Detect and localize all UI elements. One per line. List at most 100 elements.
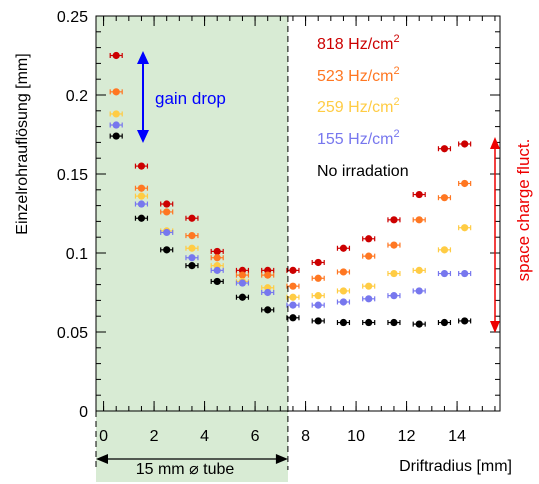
data-point bbox=[339, 268, 348, 276]
data-point bbox=[289, 282, 297, 290]
data-point bbox=[365, 282, 373, 290]
data-point bbox=[264, 271, 272, 279]
data-point bbox=[289, 293, 297, 301]
series-4 bbox=[109, 132, 472, 328]
data-point bbox=[415, 190, 423, 199]
legend-entry: 818 Hz/cm2 bbox=[317, 33, 400, 53]
y-tick-label: 0.1 bbox=[66, 246, 88, 263]
y-tick-label: 0.05 bbox=[57, 325, 88, 342]
arrow-head bbox=[137, 130, 149, 143]
legend-entry: 155 Hz/cm2 bbox=[317, 128, 400, 148]
data-point bbox=[112, 110, 120, 118]
legend-superscript: 2 bbox=[393, 128, 399, 140]
x-tick-label: 12 bbox=[398, 428, 416, 445]
data-point bbox=[461, 140, 469, 148]
x-tick-label: 8 bbox=[301, 428, 310, 445]
legend-superscript: 2 bbox=[393, 96, 399, 108]
x-axis-label: Driftradius [mm] bbox=[399, 458, 512, 475]
x-tick-label: 14 bbox=[448, 428, 466, 445]
data-point bbox=[137, 162, 146, 170]
series-0 bbox=[109, 51, 472, 274]
data-point bbox=[163, 208, 171, 216]
series-3 bbox=[109, 121, 472, 309]
data-point bbox=[188, 244, 196, 252]
tube-width-arrow bbox=[96, 454, 288, 464]
gain-drop-arrow bbox=[137, 51, 149, 143]
plot-border bbox=[95, 15, 501, 412]
data-point bbox=[289, 314, 297, 322]
x-tick-label: 10 bbox=[347, 428, 365, 445]
data-point bbox=[415, 320, 423, 328]
data-point bbox=[339, 298, 348, 306]
data-point bbox=[461, 317, 469, 325]
data-point bbox=[289, 266, 297, 274]
data-point bbox=[461, 179, 469, 188]
legend-entry: No irradation bbox=[317, 163, 409, 180]
data-point bbox=[440, 194, 449, 202]
x-tick-label: 6 bbox=[251, 428, 260, 445]
arrow-head bbox=[490, 137, 500, 149]
data-point bbox=[415, 216, 423, 224]
data-points bbox=[109, 51, 472, 328]
arrow-head bbox=[137, 51, 149, 64]
data-point bbox=[112, 132, 120, 140]
y-axis-label: Einzelrohrauflösung [mm] bbox=[14, 53, 31, 234]
data-point bbox=[213, 254, 221, 262]
plot-frame bbox=[95, 15, 501, 412]
data-point bbox=[365, 318, 373, 327]
data-point bbox=[339, 318, 348, 327]
data-point bbox=[137, 184, 146, 192]
data-point bbox=[264, 288, 272, 297]
legend-text: 818 Hz/cm bbox=[317, 36, 393, 53]
data-point bbox=[365, 295, 373, 303]
legend-superscript: 2 bbox=[393, 33, 399, 45]
data-point bbox=[339, 244, 348, 252]
data-point bbox=[390, 269, 398, 278]
arrow-head bbox=[275, 454, 288, 464]
data-point bbox=[238, 293, 247, 301]
data-point bbox=[188, 254, 196, 262]
legend-text: 523 Hz/cm bbox=[317, 68, 393, 85]
arrow-head bbox=[490, 321, 500, 333]
data-point bbox=[112, 121, 120, 129]
legend-text: 155 Hz/cm bbox=[317, 131, 393, 148]
data-point bbox=[238, 271, 247, 279]
y-tick-label: 0.2 bbox=[66, 88, 88, 105]
data-point bbox=[314, 274, 322, 282]
data-point bbox=[163, 228, 171, 237]
y-tick-label: 0.15 bbox=[57, 167, 88, 184]
legend-text: No irradation bbox=[317, 163, 409, 180]
y-tick-label: 0.25 bbox=[57, 9, 88, 26]
space-charge-label: space charge fluct. bbox=[514, 139, 533, 282]
tube-label: 15 mm ⌀ tube bbox=[136, 461, 235, 478]
data-point bbox=[163, 246, 171, 254]
data-point bbox=[390, 292, 398, 300]
data-point bbox=[188, 232, 196, 240]
legend-text: 259 Hz/cm bbox=[317, 99, 393, 116]
data-point bbox=[461, 269, 469, 278]
data-point bbox=[440, 246, 449, 254]
data-point bbox=[314, 317, 322, 325]
arrow-head bbox=[96, 454, 108, 464]
data-point bbox=[213, 266, 221, 274]
data-point bbox=[314, 258, 322, 267]
data-point bbox=[365, 252, 373, 260]
space-charge-arrow bbox=[490, 137, 500, 333]
axis-ticks: 0 2 4 6 8 10 12 14 0 0.05 0.1 0.15 0.2 0.25 bbox=[57, 9, 500, 445]
data-point bbox=[365, 235, 373, 243]
tube-label-background bbox=[96, 411, 288, 482]
data-point bbox=[440, 269, 449, 278]
data-point bbox=[238, 279, 247, 287]
data-point bbox=[213, 247, 221, 256]
data-point bbox=[289, 301, 297, 309]
data-point bbox=[264, 306, 272, 314]
legend-superscript: 2 bbox=[393, 65, 399, 77]
data-point bbox=[390, 216, 398, 224]
legend-entry: 259 Hz/cm2 bbox=[317, 96, 400, 116]
data-point bbox=[415, 266, 423, 274]
data-point bbox=[314, 292, 322, 300]
data-point bbox=[440, 145, 449, 153]
data-point bbox=[339, 287, 348, 295]
